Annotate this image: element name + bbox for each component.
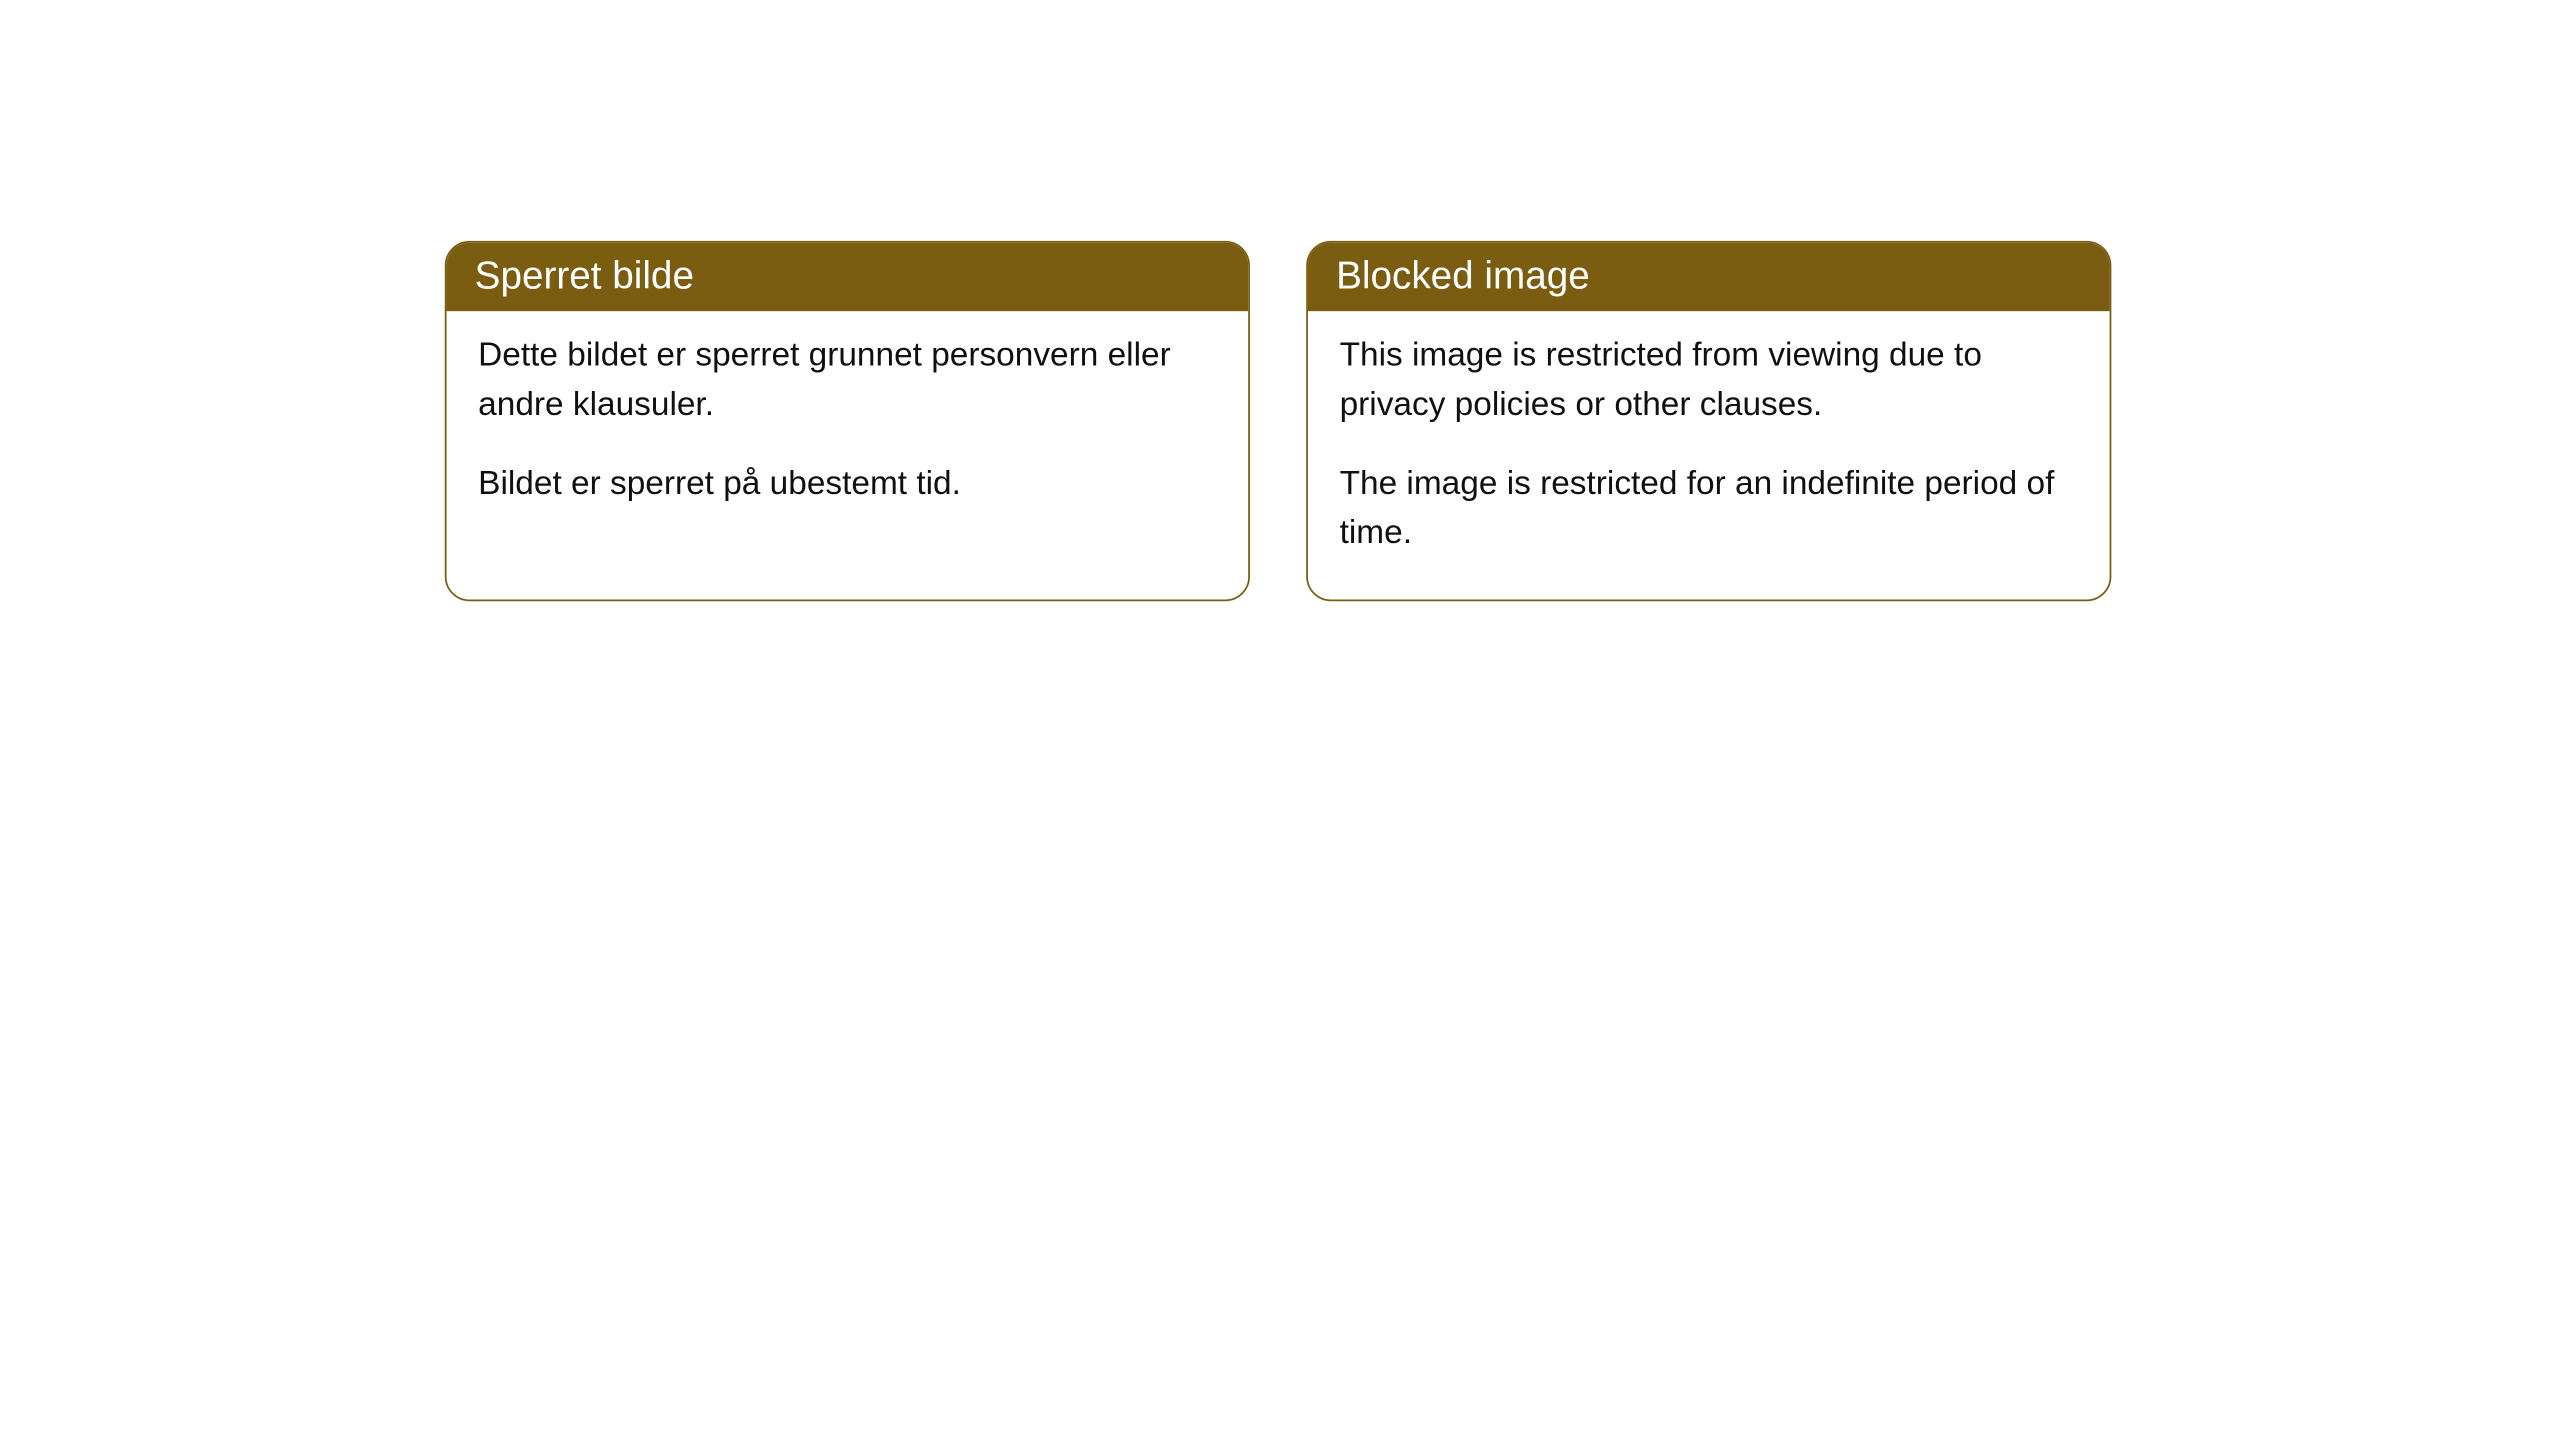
card-title: Blocked image [1336,253,1590,297]
notice-card-norwegian: Sperret bilde Dette bildet er sperret gr… [445,241,1250,602]
notice-paragraph: Dette bildet er sperret grunnet personve… [478,332,1216,429]
notice-paragraph: This image is restricted from viewing du… [1340,332,2078,429]
card-body-english: This image is restricted from viewing du… [1308,311,2110,600]
card-title: Sperret bilde [475,253,694,297]
notice-card-english: Blocked image This image is restricted f… [1306,241,2111,602]
notice-container: Sperret bilde Dette bildet er sperret gr… [0,0,2560,602]
card-header-norwegian: Sperret bilde [447,243,1249,312]
notice-paragraph: Bildet er sperret på ubestemt tid. [478,461,1216,509]
card-header-english: Blocked image [1308,243,2110,312]
notice-paragraph: The image is restricted for an indefinit… [1340,461,2078,558]
card-body-norwegian: Dette bildet er sperret grunnet personve… [447,311,1249,551]
